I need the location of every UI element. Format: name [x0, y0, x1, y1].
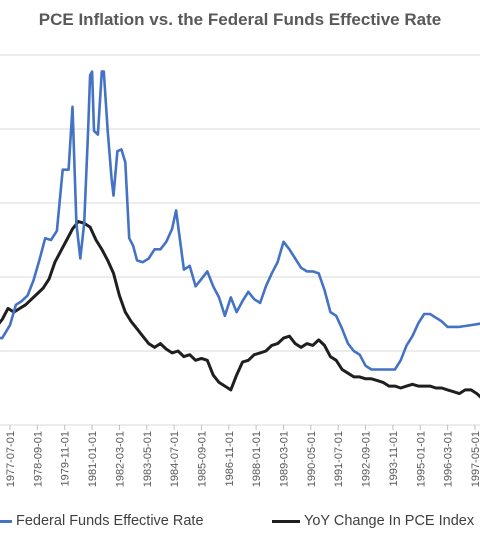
series-line-pce	[0, 220, 480, 399]
legend: Federal Funds Effective Rate YoY Change …	[0, 509, 480, 535]
legend-swatch-pce	[272, 519, 300, 523]
x-tick-label: 1989-03-01	[279, 431, 291, 487]
legend-label-fed-funds: Federal Funds Effective Rate	[16, 513, 204, 529]
x-tick-label: 1984-07-01	[169, 431, 181, 487]
x-tick-label: 1985-09-01	[196, 431, 208, 487]
x-tick-label: 1977-07-01	[5, 431, 17, 487]
x-tick-label: 1995-01-01	[415, 431, 427, 487]
legend-item-fed-funds: Federal Funds Effective Rate	[0, 513, 204, 529]
legend-swatch-fed-funds	[0, 519, 12, 523]
x-tick-label: 1981-01-01	[87, 431, 99, 487]
x-tick-label: 1990-05-01	[306, 431, 318, 487]
x-tick-label: 1979-11-01	[60, 431, 72, 486]
gridlines	[0, 54, 480, 426]
x-tick-label: 1992-09-01	[361, 431, 373, 487]
series-line-fed-funds	[0, 70, 480, 371]
legend-item-pce: YoY Change In PCE Index	[272, 513, 474, 529]
x-tick-label: 1982-03-01	[114, 431, 126, 487]
series-lines	[0, 70, 480, 399]
x-tick-label: 1988-01-01	[251, 431, 263, 487]
x-axis-ticks: 1977-07-01 1978-09-01 1979-11-01 1981-01-01…	[5, 425, 480, 487]
x-tick-label: 1993-11-01	[388, 431, 400, 486]
x-tick-label: 1986-11-01	[224, 431, 236, 486]
x-tick-label: 1991-07-01	[333, 431, 345, 487]
x-tick-label: 1983-05-01	[142, 431, 154, 487]
x-tick-label: 1996-03-01	[443, 431, 455, 487]
x-tick-label: 1997-05-01	[470, 431, 480, 487]
chart-title: PCE Inflation vs. the Federal Funds Effe…	[38, 10, 442, 29]
legend-label-pce: YoY Change In PCE Index	[304, 513, 475, 529]
x-tick-label: 1978-09-01	[32, 431, 44, 487]
